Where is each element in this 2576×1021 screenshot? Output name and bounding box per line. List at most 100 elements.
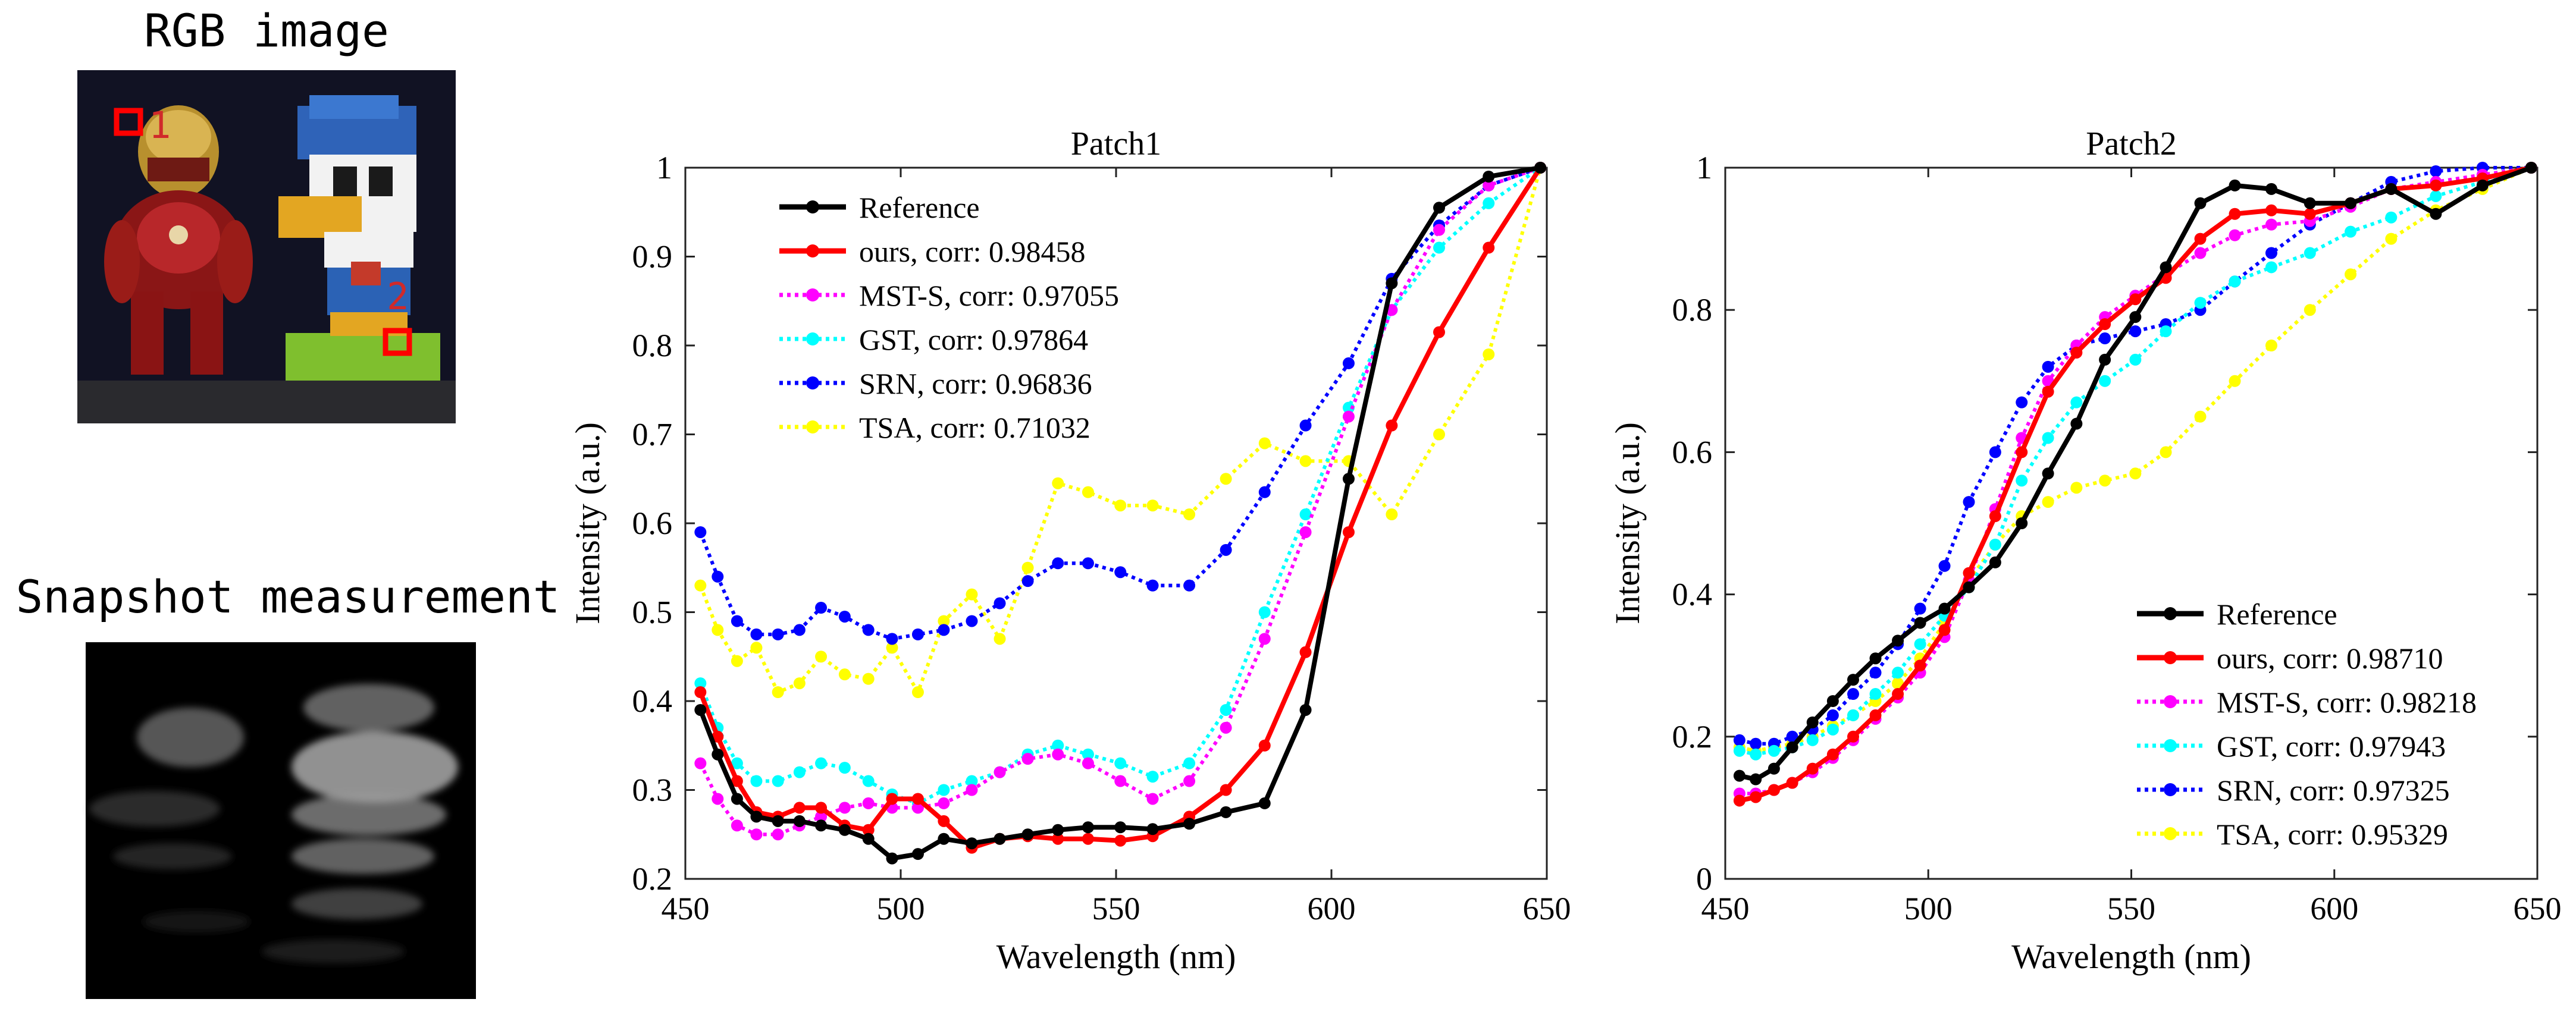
data-point-tsa <box>1386 508 1398 521</box>
data-point-gst <box>2304 247 2316 259</box>
y-tick-label: 0.6 <box>1672 434 1713 470</box>
data-point-mst-s <box>862 797 875 809</box>
data-point-srn <box>750 628 763 640</box>
data-point-reference <box>1826 695 1839 707</box>
data-point-ours <box>1892 688 1904 700</box>
data-point-mst-s <box>750 828 763 841</box>
patch2-marker <box>383 328 412 356</box>
data-point-ours <box>1052 832 1064 845</box>
data-point-gst <box>815 757 828 769</box>
legend-label-tsa: TSA, corr: 0.71032 <box>859 411 1090 444</box>
y-tick-label: 0.2 <box>632 861 673 897</box>
data-point-tsa <box>938 615 950 627</box>
data-point-tsa <box>1114 499 1127 512</box>
data-point-srn <box>1146 579 1159 592</box>
data-point-tsa <box>2265 340 2277 351</box>
data-point-ours <box>1826 748 1839 761</box>
data-point-srn <box>793 624 806 636</box>
data-point-ours <box>1786 777 1798 789</box>
legend-marker <box>806 200 819 213</box>
data-point-gst <box>1483 197 1495 209</box>
data-point-srn <box>1786 730 1798 743</box>
data-point-gst <box>1750 748 1762 761</box>
legend-marker <box>2164 695 2177 708</box>
data-point-srn <box>911 628 924 640</box>
data-point-srn <box>1183 579 1196 592</box>
data-point-ours <box>2194 233 2207 245</box>
data-point-ours <box>1386 419 1398 432</box>
data-point-reference <box>2430 208 2442 220</box>
data-point-tsa <box>2099 475 2111 487</box>
x-axis-label: Wavelength (nm) <box>996 937 1236 976</box>
data-point-mst-s <box>1114 775 1127 787</box>
legend-label-srn: SRN, corr: 0.96836 <box>859 367 1092 400</box>
data-point-srn <box>1114 566 1127 579</box>
chart-title: Patch1 <box>1071 125 1161 162</box>
data-point-reference <box>1433 202 1445 214</box>
data-point-srn <box>1826 709 1839 721</box>
data-point-reference <box>2345 197 2357 209</box>
x-tick-label: 600 <box>1308 891 1356 926</box>
data-point-reference <box>838 824 851 836</box>
data-point-reference <box>1806 716 1819 728</box>
data-point-reference <box>2265 183 2277 195</box>
data-point-gst <box>1342 401 1355 414</box>
data-point-reference <box>1299 703 1312 716</box>
data-point-tsa <box>772 686 784 699</box>
data-point-gst <box>1433 241 1445 254</box>
data-point-srn <box>2042 360 2054 373</box>
legend-label-ours: ours, corr: 0.98458 <box>859 235 1086 268</box>
data-point-gst <box>1869 688 1882 700</box>
data-point-ours <box>1299 646 1312 658</box>
data-point-gst <box>2129 353 2142 366</box>
data-point-ours <box>1082 832 1094 845</box>
x-tick-label: 600 <box>2310 891 2358 926</box>
data-point-ours <box>2016 446 2028 458</box>
data-point-srn <box>862 624 875 636</box>
plot-area <box>1724 166 2539 880</box>
y-tick-label: 0 <box>1696 861 1712 897</box>
data-point-mst-s <box>2194 247 2207 259</box>
y-tick-label: 0.3 <box>632 772 673 808</box>
data-point-gst <box>1768 744 1780 757</box>
legend-label-srn: SRN, corr: 0.97325 <box>2217 774 2450 807</box>
data-point-mst-s <box>731 819 743 832</box>
data-point-gst <box>1258 606 1271 618</box>
data-point-reference <box>1183 818 1196 830</box>
data-point-mst-s <box>911 802 924 814</box>
data-point-tsa <box>1082 486 1094 498</box>
data-point-reference <box>1146 823 1159 835</box>
data-point-gst <box>772 775 784 787</box>
data-point-srn <box>966 615 978 627</box>
data-point-gst <box>750 775 763 787</box>
data-point-ours <box>2265 204 2277 216</box>
data-point-reference <box>1963 581 1975 593</box>
data-point-ours <box>1750 791 1762 803</box>
data-point-ours <box>938 815 950 827</box>
data-point-srn <box>1938 560 1951 572</box>
data-point-reference <box>1869 652 1882 665</box>
data-point-ours <box>731 775 743 787</box>
data-point-mst-s <box>938 797 950 809</box>
data-point-tsa <box>862 673 875 685</box>
data-point-gst <box>862 775 875 787</box>
data-point-tsa <box>2229 375 2241 387</box>
data-point-reference <box>886 852 898 865</box>
legend-label-reference: Reference <box>2217 598 2337 631</box>
legend-marker <box>806 376 819 389</box>
data-point-srn <box>1082 557 1094 570</box>
data-point-reference <box>2476 179 2489 191</box>
data-point-ours <box>2099 318 2111 331</box>
data-point-ours <box>1938 624 1951 636</box>
y-tick-label: 0.4 <box>632 683 673 719</box>
data-point-tsa <box>2194 410 2207 423</box>
y-tick-label: 1 <box>656 150 672 186</box>
data-point-reference <box>2385 183 2398 195</box>
data-point-tsa <box>712 624 724 636</box>
data-point-reference <box>1082 821 1094 834</box>
legend-marker <box>806 244 819 257</box>
data-point-ours <box>911 793 924 805</box>
data-point-reference <box>2194 197 2207 209</box>
data-point-gst <box>1052 739 1064 752</box>
